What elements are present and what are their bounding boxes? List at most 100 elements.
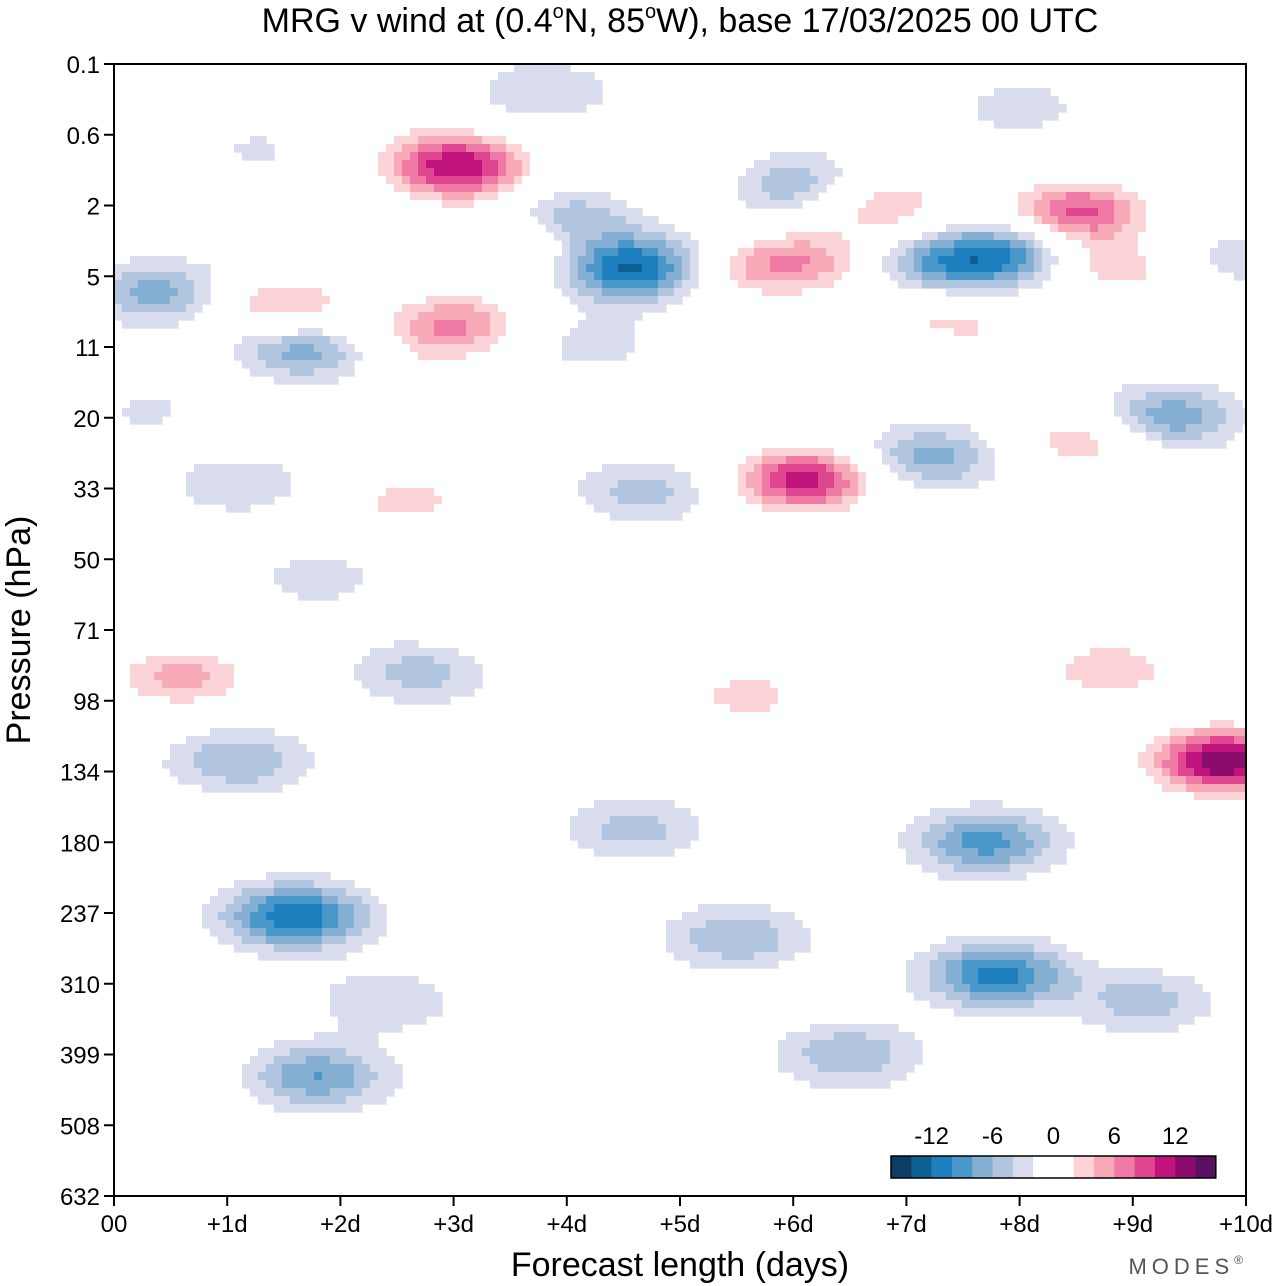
field-cell — [450, 136, 459, 145]
field-cell — [946, 456, 955, 465]
field-cell — [794, 360, 803, 369]
field-cell — [1234, 800, 1243, 809]
field-cell — [162, 400, 171, 409]
field-cell — [450, 304, 459, 313]
field-cell — [418, 360, 427, 369]
field-cell — [194, 472, 203, 481]
field-cell — [194, 760, 203, 769]
field-cell — [1170, 1000, 1179, 1009]
field-cell — [138, 1080, 147, 1089]
field-cell — [946, 328, 955, 337]
field-cell — [818, 488, 827, 497]
field-cell — [282, 936, 291, 945]
field-cell — [1194, 768, 1203, 777]
field-cell — [602, 328, 611, 337]
field-cell — [506, 152, 515, 161]
field-cell — [418, 680, 427, 689]
field-cell — [274, 896, 283, 905]
field-cell — [170, 272, 179, 281]
field-cell — [162, 1056, 171, 1065]
field-cell — [626, 504, 635, 513]
field-cell — [794, 280, 803, 289]
field-cell — [346, 128, 355, 137]
field-cell — [298, 336, 307, 345]
field-cell — [522, 600, 531, 609]
field-cell — [1090, 1016, 1099, 1025]
field-cell — [1026, 1000, 1035, 1009]
field-cell — [1098, 216, 1107, 225]
field-cell — [1234, 736, 1243, 745]
field-cell — [1042, 976, 1051, 985]
field-cell — [858, 232, 867, 241]
field-cell — [1066, 240, 1075, 249]
field-cell — [154, 320, 163, 329]
field-cell — [962, 1000, 971, 1009]
field-cell — [962, 312, 971, 321]
field-cell — [938, 816, 947, 825]
field-cell — [970, 856, 979, 865]
field-cell — [738, 376, 747, 385]
field-cell — [522, 592, 531, 601]
field-cell — [922, 232, 931, 241]
field-cell — [306, 1072, 315, 1081]
field-cell — [610, 344, 619, 353]
field-cell — [634, 808, 643, 817]
field-cell — [274, 880, 283, 889]
field-cell — [410, 520, 419, 529]
field-cell — [1130, 688, 1139, 697]
field-cell — [434, 1008, 443, 1017]
field-cell — [378, 104, 387, 113]
field-cell — [506, 296, 515, 305]
field-cell — [186, 472, 195, 481]
field-cell — [394, 480, 403, 489]
field-cell — [234, 664, 243, 673]
field-cell — [282, 376, 291, 385]
field-cell — [354, 976, 363, 985]
field-cell — [914, 336, 923, 345]
field-cell — [1146, 664, 1155, 673]
field-cell — [378, 1064, 387, 1073]
field-cell — [1010, 808, 1019, 817]
field-cell — [330, 560, 339, 569]
field-cell — [706, 952, 715, 961]
field-cell — [906, 336, 915, 345]
field-cell — [234, 352, 243, 361]
field-cell — [434, 336, 443, 345]
field-cell — [522, 160, 531, 169]
field-cell — [906, 328, 915, 337]
field-cell — [970, 824, 979, 833]
field-cell — [450, 224, 459, 233]
field-cell — [346, 928, 355, 937]
field-cell — [1026, 856, 1035, 865]
field-cell — [1138, 408, 1147, 417]
field-cell — [330, 1064, 339, 1073]
field-cell — [210, 696, 219, 705]
field-cell — [746, 200, 755, 209]
field-cell — [346, 976, 355, 985]
field-cell — [898, 352, 907, 361]
field-cell — [754, 960, 763, 969]
field-cell — [962, 472, 971, 481]
field-cell — [114, 304, 123, 313]
field-cell — [226, 928, 235, 937]
field-cell — [858, 224, 867, 233]
field-cell — [1058, 952, 1067, 961]
field-cell — [786, 200, 795, 209]
field-cell — [1138, 984, 1147, 993]
field-cell — [354, 128, 363, 137]
field-cell — [906, 968, 915, 977]
field-cell — [562, 240, 571, 249]
field-cell — [474, 304, 483, 313]
field-cell — [1170, 720, 1179, 729]
field-cell — [210, 736, 219, 745]
field-cell — [978, 952, 987, 961]
field-cell — [354, 992, 363, 1001]
field-cell — [1170, 744, 1179, 753]
field-cell — [490, 616, 499, 625]
field-cell — [794, 440, 803, 449]
field-cell — [826, 352, 835, 361]
field-cell — [1122, 1008, 1131, 1017]
field-cell — [762, 696, 771, 705]
field-cell — [410, 336, 419, 345]
field-cell — [138, 664, 147, 673]
